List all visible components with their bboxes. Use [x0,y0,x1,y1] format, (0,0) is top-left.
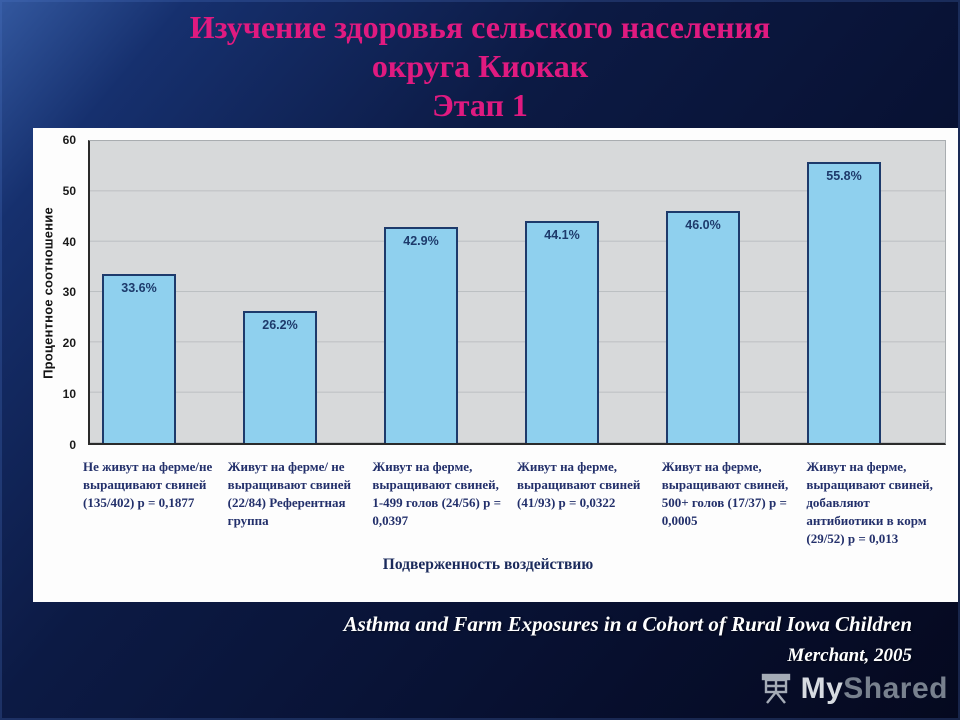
bar-farm-no-swine: 26.2% [243,311,317,443]
bar-value-label: 46.0% [685,218,721,233]
category-label-5: Живут на ферме, выращивают свиней, 500+ … [661,459,789,528]
bar-swine-1-499: 42.9% [384,227,458,443]
plot-area: 33.6% 26.2% 42.9% 44.1% 46.0% 55.8% [88,140,946,445]
bar-value-label: 26.2% [262,318,298,333]
category-label-3: Живут на ферме, выращивают свиней, 1-499… [372,459,501,528]
title-line-2: округа Киокак [371,48,589,85]
bar-chart-panel: Процентное соотношение 60 50 40 30 20 10… [33,128,958,602]
citation-title: Asthma and Farm Exposures in a Cohort of… [343,612,912,636]
bar-non-farm: 33.6% [102,273,176,443]
x-axis-title: Подверженность воздействию [382,556,594,573]
myshared-watermark: MyShared [759,672,948,706]
x-axis-category-labels: Не живут на ферме/не выращивают свиней (… [83,458,951,548]
category-label-1: Не живут на ферме/не выращивают свиней (… [83,459,213,510]
bar-value-label: 33.6% [121,280,157,295]
bar-value-label: 44.1% [544,228,580,243]
bar-swine-antibiotics: 55.8% [807,162,881,443]
y-axis-ticks: 60 50 40 30 20 10 0 [62,133,76,452]
watermark-text: MyShared [801,672,948,706]
citation-author: Merchant, 2005 [787,645,912,666]
watermark-my: My [800,672,844,705]
slide-title: Изучение здоровья сельского населения ок… [0,0,960,125]
watermark-shared: Shared [843,672,948,705]
title-line-1: Изучение здоровья сельского населения [189,9,771,45]
category-label-6: Живут на ферме, выращивают свиней, добав… [806,459,933,546]
projector-screen-icon [761,673,790,704]
category-label-2: Живут на ферме/ не выращивают свиней (22… [227,459,351,528]
bar-value-label: 55.8% [826,169,862,184]
bar-value-label: 42.9% [403,234,439,249]
category-label-4: Живут на ферме, выращивают свиней (41/93… [517,459,641,510]
title-line-3: Этап 1 [432,87,528,124]
citation: Asthma and Farm Exposures in a Cohort of… [344,612,912,667]
bar-swine-500-plus: 46.0% [666,211,740,443]
bar-swine: 44.1% [525,221,599,443]
